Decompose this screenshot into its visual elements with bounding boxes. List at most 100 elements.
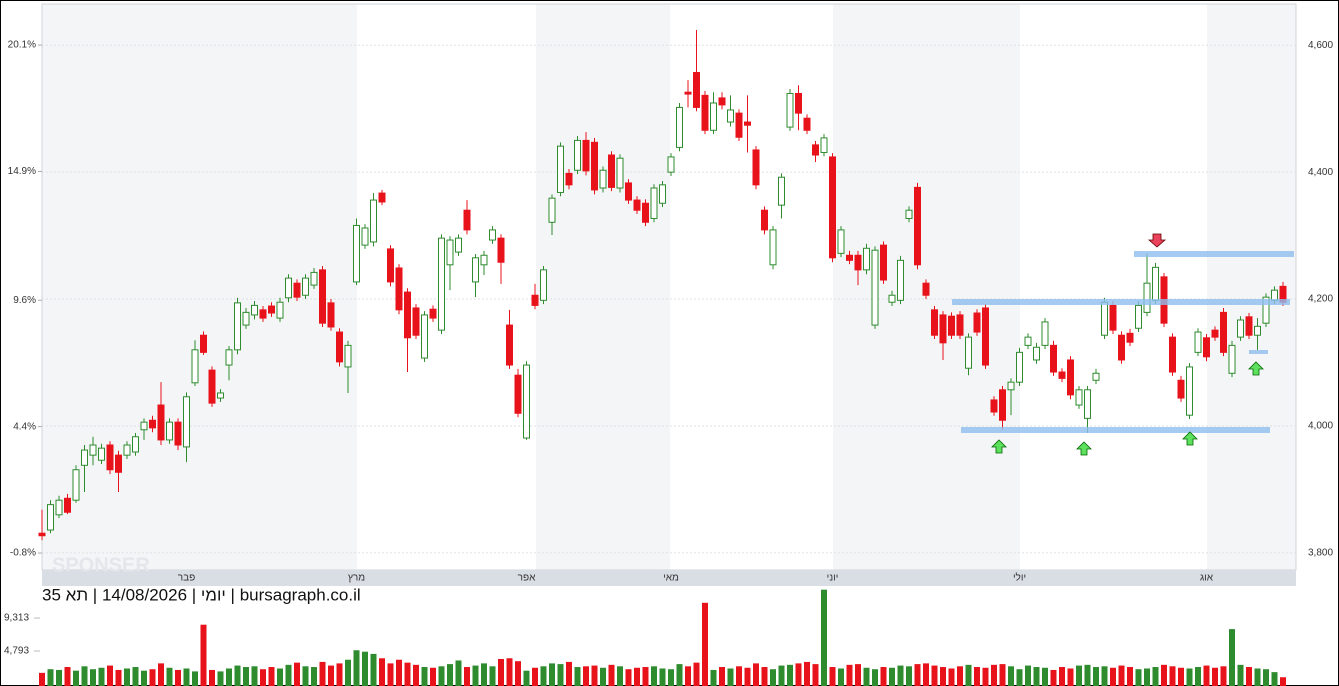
volume-bar: [251, 666, 258, 686]
candle-body: [803, 117, 811, 131]
y-tick-label: 4,200: [1308, 294, 1333, 305]
volume-bar: [1110, 667, 1116, 686]
candle-body: [293, 282, 301, 298]
volume-bar: [931, 665, 938, 686]
volume-bar: [192, 671, 198, 686]
volume-bar: [464, 667, 470, 686]
volume-bar: [642, 667, 649, 686]
marks: [38, 30, 1296, 554]
volume-bar: [311, 667, 317, 686]
volume-bar: [98, 667, 105, 686]
candle-body: [336, 331, 343, 363]
candle-body: [1177, 379, 1185, 399]
candle-body: [1126, 332, 1134, 343]
volume-bar: [1280, 677, 1286, 686]
volume-bar: [591, 665, 598, 686]
candle-body: [217, 392, 224, 399]
volume-bar: [549, 663, 555, 686]
volume-bar: [1254, 668, 1261, 686]
volume-bar: [914, 664, 921, 686]
volume-bar: [260, 669, 266, 686]
candle-body: [81, 449, 88, 466]
volume-bar: [634, 667, 640, 686]
candle-body: [489, 229, 496, 241]
candle-body: [47, 504, 54, 531]
volume-bar: [872, 669, 878, 686]
candle-body: [183, 396, 190, 448]
candle-body: [667, 156, 675, 173]
candle-body: [72, 469, 80, 501]
candle-body: [1075, 389, 1083, 406]
volume-bar: [625, 669, 632, 686]
x-tick-label: יוני: [827, 573, 839, 584]
volume-bar: [557, 664, 564, 686]
volume-bar: [90, 669, 96, 686]
candle-body: [268, 305, 275, 314]
volume-bar: [523, 670, 530, 686]
candle-body: [888, 294, 896, 303]
volume-bar: [804, 661, 810, 686]
volume-bar: [1084, 664, 1091, 686]
candle-body: [1169, 336, 1176, 373]
candle-body: [735, 112, 743, 138]
candle-body: [1041, 321, 1049, 346]
volume-bar: [447, 664, 453, 686]
candle-body: [582, 139, 590, 172]
candle-body: [727, 109, 734, 123]
candle-body: [353, 224, 360, 283]
candle-body: [1016, 351, 1023, 383]
candle-body: [38, 532, 46, 537]
volume-bar: [515, 661, 521, 686]
candle-body: [429, 308, 437, 319]
volume-bar: [787, 664, 793, 686]
watermark: SPONSER: [52, 554, 150, 576]
candle-body: [965, 336, 972, 369]
candle-body: [497, 237, 505, 263]
volume-bar: [413, 664, 419, 686]
volume-bar: [489, 666, 496, 686]
volume-bar: [115, 669, 122, 686]
candle-body: [846, 254, 853, 261]
up-arrow: [991, 439, 1007, 454]
volume-bar: [328, 665, 334, 686]
candle-body: [744, 121, 751, 126]
candle-body: [710, 102, 717, 131]
volume-bar: [243, 667, 249, 686]
volume-bar: [56, 669, 62, 686]
volume-bar: [991, 664, 997, 686]
candle-body: [395, 267, 403, 311]
volume-bar: [455, 660, 462, 686]
band: [42, 4, 357, 570]
volume-bar: [498, 659, 504, 686]
candle-body: [166, 421, 173, 441]
x-tick-label: יולי: [1013, 572, 1026, 584]
volume-bar: [1237, 664, 1244, 686]
candle-body: [1186, 366, 1193, 416]
candle-body: [472, 257, 479, 283]
volume-bar: [141, 670, 147, 686]
up-arrow: [1248, 361, 1264, 376]
month-shading: [42, 4, 1296, 570]
volume-bar: [1195, 667, 1201, 686]
candle-body: [625, 182, 632, 201]
volume-bar: [957, 666, 963, 686]
volume-bar: [685, 666, 691, 686]
candle-body: [387, 248, 394, 283]
candle-body: [999, 389, 1006, 421]
candle-body: [319, 269, 326, 324]
candle-body: [1152, 266, 1159, 301]
candle-body: [302, 277, 309, 296]
candle-body: [285, 277, 292, 299]
volume-bar: [659, 668, 666, 686]
volume-bar: [166, 667, 173, 686]
volume-bar: [1135, 669, 1142, 686]
candle-body: [548, 197, 556, 223]
candle-body: [174, 421, 182, 446]
candle-body: [480, 254, 488, 266]
candle-body: [1211, 329, 1219, 338]
volume-bar: [693, 662, 700, 686]
volume-bar: [1093, 667, 1099, 686]
candle-body: [404, 291, 411, 339]
candle-body: [531, 294, 539, 306]
volume-bar: [600, 667, 606, 686]
